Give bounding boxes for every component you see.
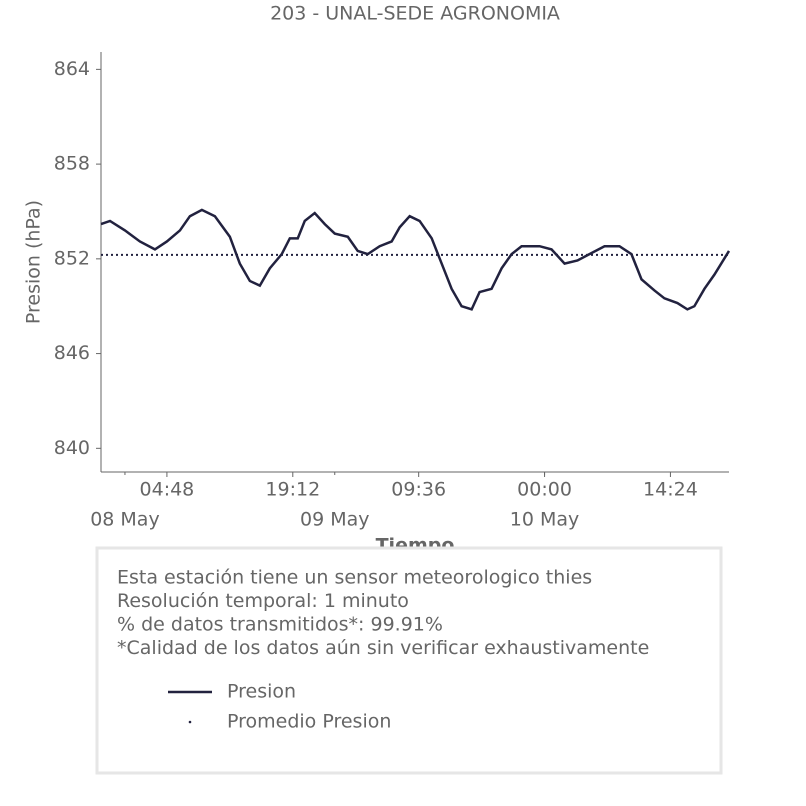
info-text: Resolución temporal: 1 minuto — [117, 590, 409, 612]
legend-dot — [188, 720, 192, 724]
x-tick-label: 19:12 — [265, 479, 320, 501]
x-tick-label: 04:48 — [140, 479, 195, 501]
x-tick-label: 00:00 — [517, 479, 572, 501]
y-tick-label: 852 — [54, 247, 90, 269]
y-tick-label: 846 — [54, 342, 90, 364]
info-box — [95, 546, 723, 775]
x-tick-label: 14:24 — [643, 479, 698, 501]
info-text: % de datos transmitidos*: 99.91% — [117, 614, 443, 636]
x-date-label: 09 May — [300, 509, 370, 531]
legend-label: Promedio Presion — [227, 711, 391, 733]
y-axis-label: Presion (hPa) — [23, 200, 45, 324]
info-text: *Calidad de los datos aún sin verificar … — [117, 637, 649, 659]
y-tick-label: 864 — [54, 58, 90, 80]
x-date-label: 08 May — [90, 509, 160, 531]
chart-title: 203 - UNAL-SEDE AGRONOMIA — [270, 3, 560, 25]
line-series — [100, 208, 731, 311]
x-date-label: 10 May — [510, 509, 580, 531]
info-text: Esta estación tiene un sensor meteorolog… — [117, 567, 592, 589]
y-tick-label: 840 — [54, 437, 90, 459]
x-tick-label: 09:36 — [391, 479, 446, 501]
legend-label: Presion — [227, 681, 296, 703]
y-tick-label: 858 — [54, 153, 90, 175]
